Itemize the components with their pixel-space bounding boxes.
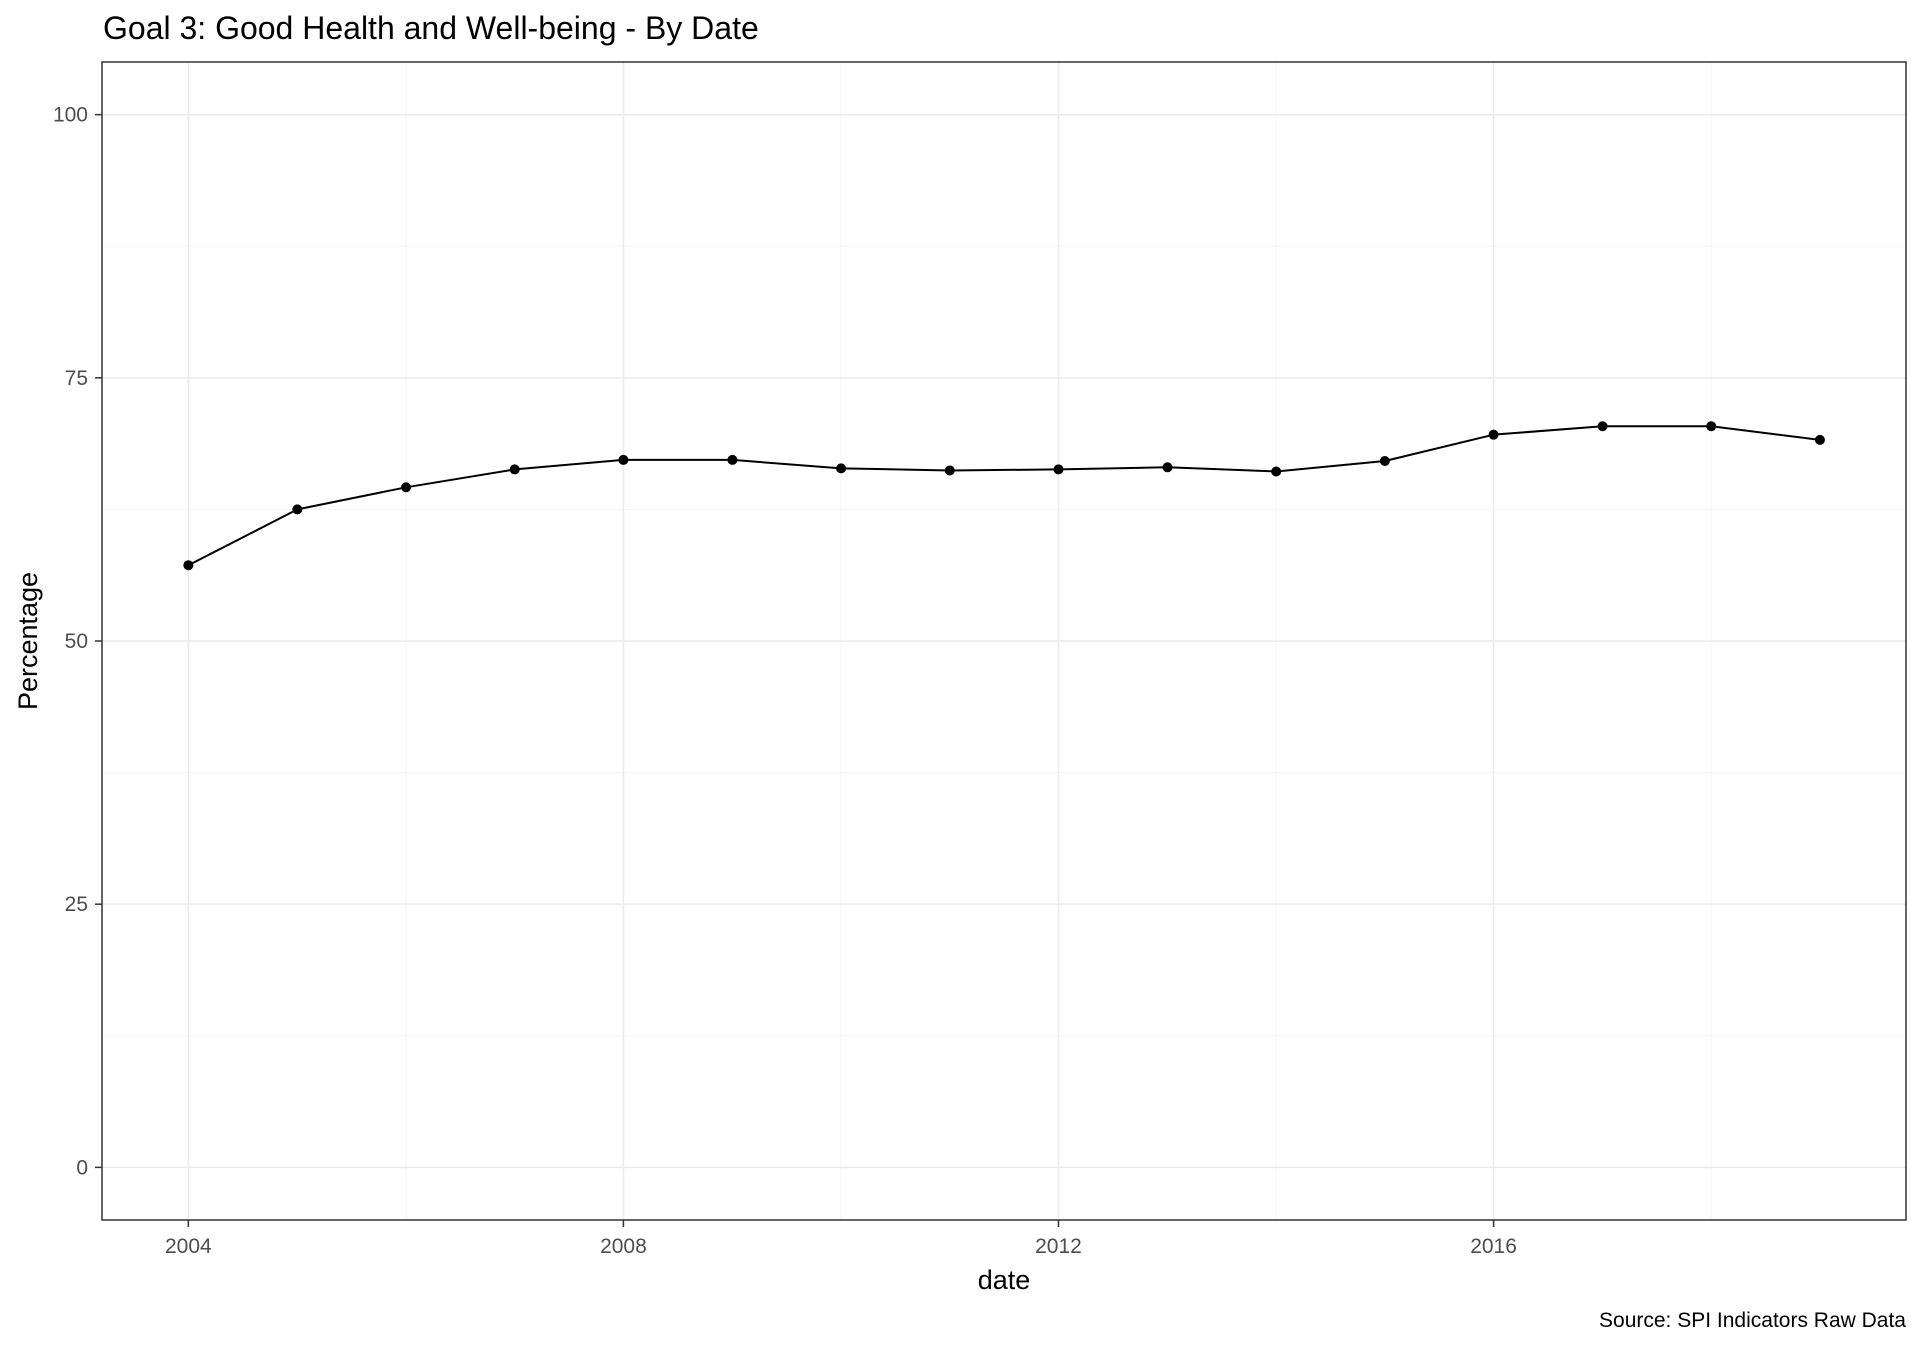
data-point (1379, 455, 1390, 466)
data-point (1597, 421, 1608, 432)
grid (102, 62, 1906, 1220)
data-point (292, 504, 303, 515)
x-tick-label: 2008 (600, 1235, 647, 1258)
x-axis-label: date (978, 1265, 1031, 1295)
data-point (401, 482, 412, 493)
data-point (1814, 434, 1825, 445)
series-line-layer (187, 425, 1821, 567)
data-point (1271, 466, 1282, 477)
y-tick-label: 25 (65, 893, 88, 916)
data-point (836, 463, 847, 474)
y-axis-label: Percentage (13, 572, 43, 710)
data-point (1488, 429, 1499, 440)
data-point (727, 454, 738, 465)
chart-title: Goal 3: Good Health and Well-being - By … (103, 10, 759, 46)
series-line (187, 425, 1821, 567)
data-point (1053, 464, 1064, 475)
data-point (944, 465, 955, 476)
y-tick-label: 0 (76, 1156, 88, 1179)
data-point (183, 560, 194, 571)
x-tick-label: 2004 (165, 1235, 212, 1258)
x-tick-label: 2012 (1035, 1235, 1082, 1258)
data-point (509, 464, 520, 475)
x-axis: 2004 2008 2012 2016 (165, 1220, 1517, 1258)
y-tick-label: 100 (53, 104, 88, 127)
y-tick-label: 50 (65, 630, 88, 653)
series-points-layer (183, 421, 1825, 571)
y-axis: 0 25 50 75 100 (53, 104, 102, 1179)
y-tick-label: 75 (65, 367, 88, 390)
data-point (618, 454, 629, 465)
data-point (1706, 421, 1717, 432)
chart-caption: Source: SPI Indicators Raw Data (1599, 1309, 1906, 1332)
data-point (1162, 462, 1173, 473)
x-tick-label: 2016 (1470, 1235, 1517, 1258)
